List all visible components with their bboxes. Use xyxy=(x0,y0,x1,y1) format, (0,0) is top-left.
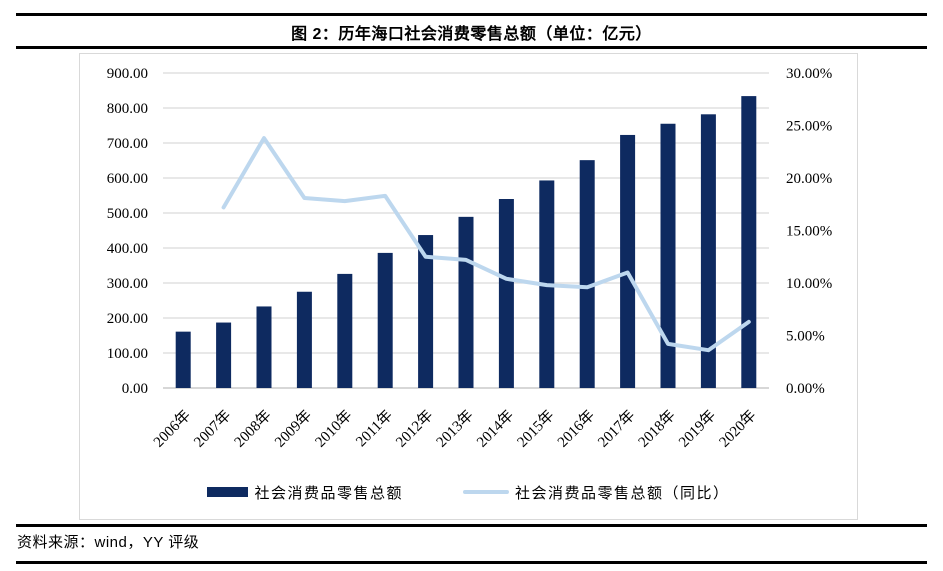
svg-text:2016年: 2016年 xyxy=(554,407,598,451)
svg-text:5.00%: 5.00% xyxy=(786,329,825,345)
source-divider-rule xyxy=(16,524,927,527)
source-text: 资料来源：wind，YY 评级 xyxy=(17,534,200,551)
svg-text:2007年: 2007年 xyxy=(191,407,235,451)
line-series-swatch xyxy=(463,490,509,494)
svg-text:2012年: 2012年 xyxy=(393,407,437,451)
svg-text:2017年: 2017年 xyxy=(595,407,639,451)
svg-text:2019年: 2019年 xyxy=(675,407,719,451)
bottom-rule xyxy=(16,561,927,564)
svg-text:200.00: 200.00 xyxy=(107,311,148,327)
bar-series-label: 社会消费品零售总额 xyxy=(254,485,403,502)
svg-text:2009年: 2009年 xyxy=(271,407,315,451)
svg-text:500.00: 500.00 xyxy=(107,206,148,222)
svg-text:900.00: 900.00 xyxy=(107,66,148,82)
svg-text:2020年: 2020年 xyxy=(716,407,760,451)
svg-text:2011年: 2011年 xyxy=(353,407,396,450)
svg-text:700.00: 700.00 xyxy=(107,136,148,152)
chart-frame: 0.00 100.00 200.00 300.00 400.00 500.00 600.00… xyxy=(79,53,858,520)
line-series-label: 社会消费品零售总额（同比） xyxy=(515,485,730,502)
chart-svg: 0.00 100.00 200.00 300.00 400.00 500.00 600.00… xyxy=(107,66,833,451)
svg-text:400.00: 400.00 xyxy=(107,241,148,257)
svg-text:0.00: 0.00 xyxy=(122,381,148,397)
svg-text:800.00: 800.00 xyxy=(107,101,148,117)
title-divider-rule xyxy=(16,46,927,49)
svg-text:600.00: 600.00 xyxy=(107,171,148,187)
svg-text:2014年: 2014年 xyxy=(473,407,517,451)
svg-text:300.00: 300.00 xyxy=(107,276,148,292)
legend-item-line-series: 社会消费品零售总额（同比） xyxy=(403,482,730,503)
svg-text:2006年: 2006年 xyxy=(150,407,194,451)
svg-text:2013年: 2013年 xyxy=(433,407,477,451)
top-rule xyxy=(16,13,927,16)
svg-text:2010年: 2010年 xyxy=(312,407,356,451)
svg-text:30.00%: 30.00% xyxy=(786,66,832,82)
svg-text:100.00: 100.00 xyxy=(107,346,148,362)
bar-series-swatch xyxy=(207,487,249,497)
svg-text:10.00%: 10.00% xyxy=(786,276,832,292)
svg-text:2008年: 2008年 xyxy=(231,407,275,451)
svg-text:20.00%: 20.00% xyxy=(786,171,832,187)
svg-text:15.00%: 15.00% xyxy=(786,224,832,240)
svg-text:25.00%: 25.00% xyxy=(786,119,832,135)
svg-text:2018年: 2018年 xyxy=(635,407,679,451)
svg-text:2015年: 2015年 xyxy=(514,407,558,451)
chart-legend: 社会消费品零售总额 社会消费品零售总额（同比） xyxy=(80,482,857,502)
svg-text:0.00%: 0.00% xyxy=(786,381,825,397)
figure-title: 图 2：历年海口社会消费零售总额（单位：亿元） xyxy=(291,26,652,43)
legend-item-bar-series: 社会消费品零售总额 xyxy=(207,482,403,503)
